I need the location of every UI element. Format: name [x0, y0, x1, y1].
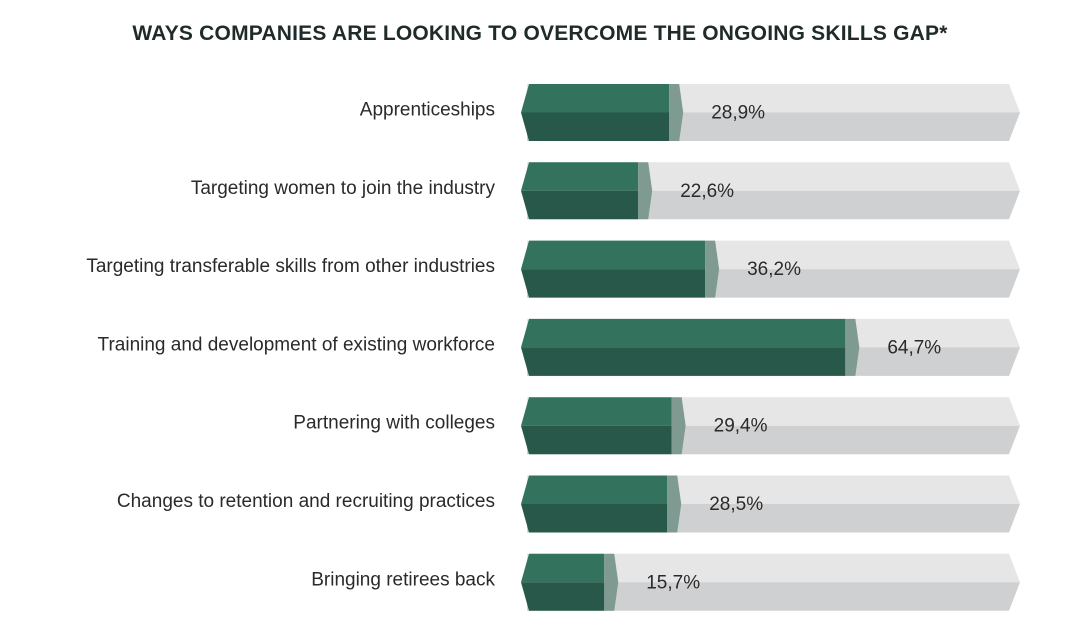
track-top [527, 553, 1020, 583]
bar [521, 240, 706, 270]
bar-tip [671, 397, 686, 455]
bar-tip [845, 318, 860, 376]
track-bottom [527, 582, 1020, 611]
value-label: 36,2% [747, 259, 801, 280]
bar-tip [667, 475, 682, 533]
bar [521, 318, 846, 348]
value-label: 22,6% [680, 181, 734, 202]
bar [521, 475, 668, 504]
bar-shadow [521, 112, 670, 141]
bar-shadow [521, 269, 706, 298]
category-label: Apprenticeships [360, 100, 495, 121]
bar-tip [705, 240, 720, 298]
bar-tip [638, 162, 653, 220]
value-label: 28,5% [709, 494, 763, 515]
category-label: Targeting women to join the industry [191, 178, 496, 199]
bar-shadow [521, 425, 672, 455]
bar-shadow [521, 190, 639, 220]
value-label: 29,4% [714, 416, 768, 437]
category-label: Training and development of existing wor… [98, 334, 495, 355]
bar-tip [604, 553, 619, 611]
category-label: Changes to retention and recruiting prac… [117, 491, 495, 512]
category-label: Bringing retirees back [311, 569, 495, 590]
value-label: 15,7% [646, 572, 700, 593]
bar [521, 162, 639, 191]
value-label: 64,7% [887, 337, 941, 358]
chart-title: WAYS COMPANIES ARE LOOKING TO OVERCOME T… [132, 22, 948, 45]
bar-shadow [521, 347, 846, 376]
bar-shadow [521, 582, 605, 611]
category-label: Partnering with colleges [293, 413, 495, 434]
bar-shadow [521, 504, 668, 533]
bar-tip [669, 84, 684, 141]
category-label: Targeting transferable skills from other… [86, 256, 495, 277]
bar [521, 553, 605, 583]
value-label: 28,9% [711, 103, 765, 124]
bar [521, 397, 672, 426]
bar [521, 84, 670, 113]
